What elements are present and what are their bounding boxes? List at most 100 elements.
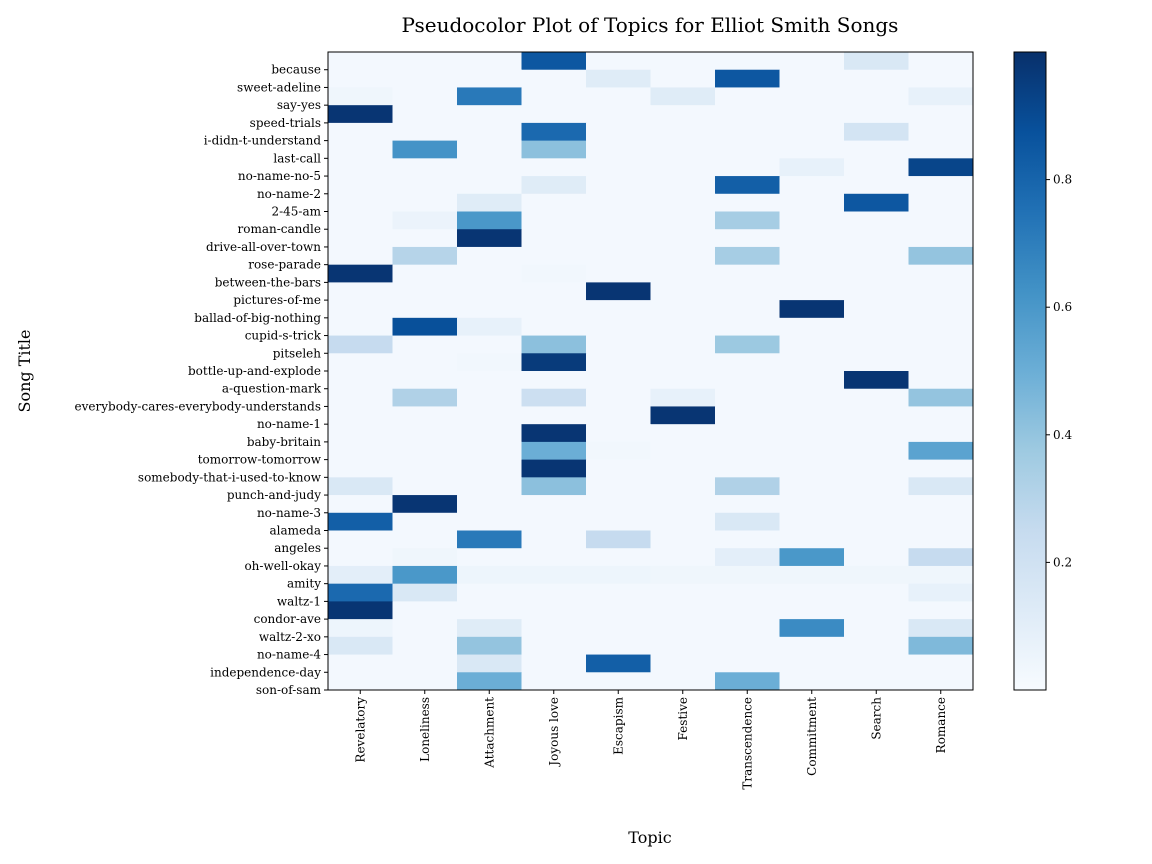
heatmap-cell xyxy=(844,672,909,691)
heatmap-cell xyxy=(586,654,651,673)
heatmap-cell xyxy=(908,548,974,567)
heatmap-cell xyxy=(779,353,845,372)
heatmap-cell xyxy=(715,211,780,230)
heatmap-cell xyxy=(908,211,974,230)
heatmap-cell xyxy=(715,601,780,620)
heatmap-cell xyxy=(586,87,651,106)
heatmap-cell xyxy=(908,52,974,71)
heatmap-cell xyxy=(392,636,458,655)
x-tick-label: Commitment xyxy=(805,697,819,776)
heatmap-cell xyxy=(844,530,909,549)
heatmap-cell xyxy=(392,122,458,142)
heatmap-cell xyxy=(457,122,522,142)
heatmap-cell xyxy=(457,335,522,354)
heatmap-cell xyxy=(457,388,522,407)
heatmap-cell xyxy=(457,176,522,195)
heatmap-cell xyxy=(392,565,458,585)
heatmap-cell xyxy=(650,459,716,478)
heatmap-cell xyxy=(779,654,845,673)
y-tick-label: last-call xyxy=(273,151,321,165)
heatmap-cell xyxy=(392,512,458,531)
heatmap-cell xyxy=(715,300,780,319)
heatmap-cell xyxy=(715,371,780,390)
heatmap-cell xyxy=(844,477,909,496)
heatmap-cell xyxy=(650,654,716,673)
heatmap-cell xyxy=(715,87,780,106)
heatmap-cell xyxy=(521,122,587,142)
heatmap-cell xyxy=(328,619,393,638)
heatmap-cell xyxy=(650,300,716,319)
heatmap-cell xyxy=(328,140,393,159)
heatmap-cell xyxy=(586,229,651,248)
heatmap-cell xyxy=(779,282,845,301)
heatmap-cell xyxy=(650,69,716,88)
heatmap-cell xyxy=(715,69,780,88)
heatmap-cell xyxy=(521,158,587,177)
heatmap-cell xyxy=(779,619,845,638)
heatmap-cell xyxy=(908,264,974,283)
heatmap-cell xyxy=(844,105,909,124)
heatmap-cell xyxy=(328,601,393,620)
y-tick-label: between-the-bars xyxy=(215,275,321,289)
heatmap-cell xyxy=(844,459,909,478)
heatmap-cell xyxy=(779,530,845,549)
heatmap-cell xyxy=(521,619,587,638)
heatmap-cell xyxy=(457,530,522,549)
heatmap-cell xyxy=(650,565,716,585)
heatmap-cell xyxy=(521,264,587,283)
heatmap-cell xyxy=(844,583,909,602)
heatmap-cell xyxy=(650,353,716,372)
heatmap-cell xyxy=(521,246,587,266)
heatmap-cell xyxy=(779,176,845,195)
heatmap-cell xyxy=(328,495,393,514)
heatmap-cell xyxy=(328,122,393,142)
y-tick-label: roman-candle xyxy=(237,222,321,236)
y-tick-label: say-yes xyxy=(277,98,321,112)
y-tick-label: no-name-1 xyxy=(257,417,321,431)
heatmap-cell xyxy=(521,52,587,71)
heatmap-cell xyxy=(328,335,393,354)
heatmap-cell xyxy=(844,193,909,212)
heatmap-cell xyxy=(521,211,587,230)
y-tick-label: somebody-that-i-used-to-know xyxy=(138,470,322,484)
heatmap-cell xyxy=(328,246,393,266)
heatmap-cell xyxy=(457,459,522,478)
heatmap-cell xyxy=(715,548,780,567)
heatmap-cell xyxy=(908,406,974,425)
heatmap-cell xyxy=(328,282,393,301)
heatmap-cell xyxy=(457,282,522,301)
heatmap-cell xyxy=(392,583,458,602)
y-tick-label: tomorrow-tomorrow xyxy=(198,453,322,467)
heatmap-cell xyxy=(844,388,909,407)
heatmap-cell xyxy=(715,140,780,159)
heatmap-cell xyxy=(457,371,522,390)
heatmap-cell xyxy=(457,477,522,496)
heatmap-cell xyxy=(392,87,458,106)
heatmap-cell xyxy=(457,69,522,88)
y-tick-label: 2-45-am xyxy=(271,205,321,219)
heatmap-cell xyxy=(650,211,716,230)
heatmap-cell xyxy=(779,371,845,390)
heatmap-cell xyxy=(650,246,716,266)
heatmap-cell xyxy=(650,317,716,336)
y-tick-label: ballad-of-big-nothing xyxy=(194,311,321,325)
heatmap-cell xyxy=(521,335,587,354)
heatmap-cell xyxy=(779,583,845,602)
x-tick-label: Revelatory xyxy=(353,697,367,763)
heatmap-cell xyxy=(844,335,909,354)
heatmap-cell xyxy=(715,530,780,549)
heatmap-cell xyxy=(328,459,393,478)
heatmap-cell xyxy=(715,122,780,142)
heatmap-cell xyxy=(844,140,909,159)
heatmap-cell xyxy=(650,264,716,283)
heatmap-cell xyxy=(844,353,909,372)
y-tick-label: pictures-of-me xyxy=(233,293,321,307)
heatmap-cell xyxy=(521,583,587,602)
colorbar xyxy=(1013,51,1047,691)
heatmap-cell xyxy=(586,264,651,283)
heatmap-cell xyxy=(650,636,716,655)
heatmap-cell xyxy=(586,335,651,354)
heatmap-cell xyxy=(586,636,651,655)
heatmap-cell xyxy=(586,530,651,549)
heatmap-cell xyxy=(392,158,458,177)
